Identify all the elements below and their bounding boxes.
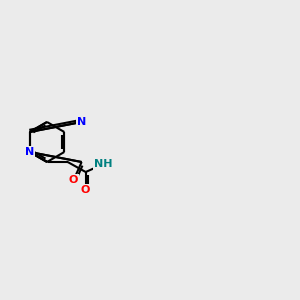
- Text: O: O: [81, 185, 90, 195]
- Text: O: O: [69, 175, 78, 185]
- Text: N: N: [25, 147, 34, 157]
- Text: N: N: [77, 117, 86, 127]
- Text: NH: NH: [94, 159, 113, 169]
